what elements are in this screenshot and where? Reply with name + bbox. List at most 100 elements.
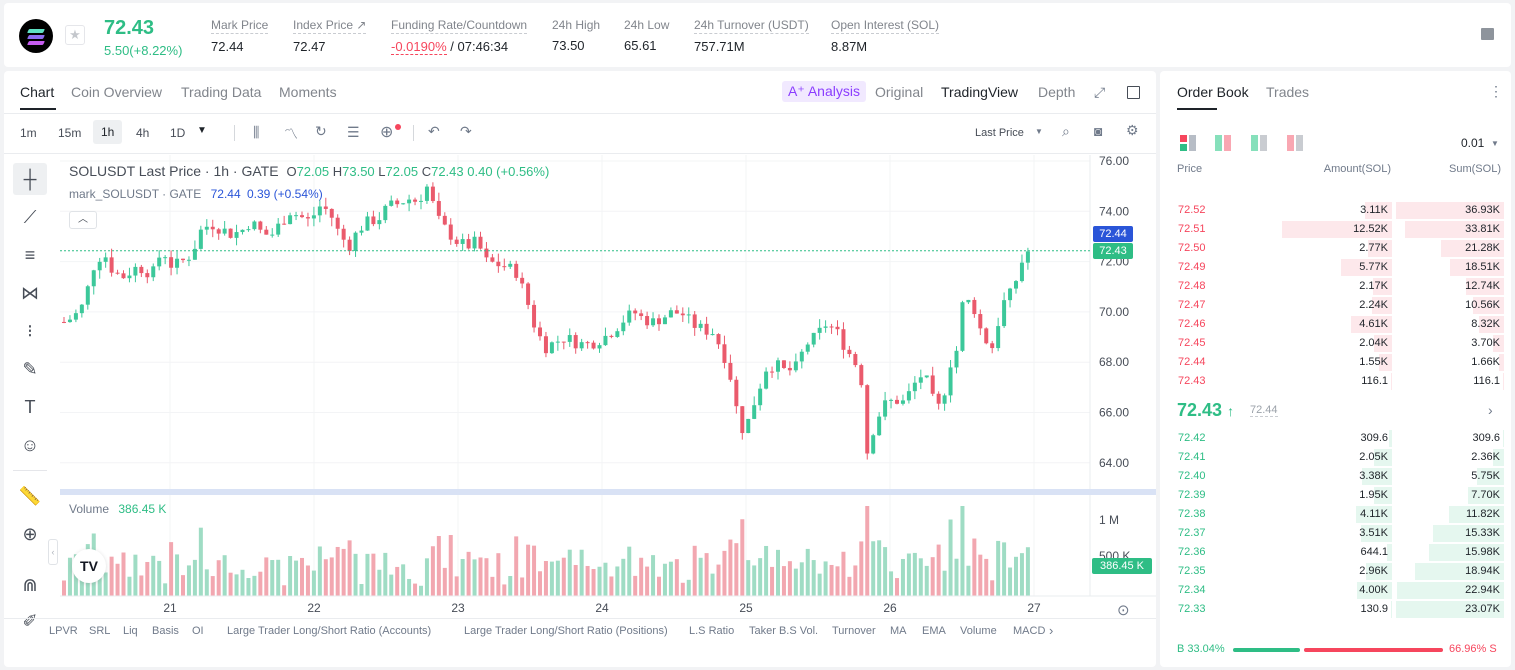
pane-separator[interactable] [60,489,1156,495]
refresh-icon[interactable]: ↻ [315,123,327,139]
bid-row[interactable]: 72.33 130.9 23.07K [1170,600,1504,619]
add-indicator-icon[interactable]: ⊕ [380,124,394,141]
collapse-legend-icon[interactable]: ︿ [69,211,97,229]
caret-down-icon[interactable]: ▼ [197,125,207,136]
brush-icon[interactable]: ✎ [22,359,38,379]
candle-body [740,406,745,434]
ask-row[interactable]: 72.47 2.24K 10.56K [1170,296,1504,315]
chevron-right-icon[interactable]: › [1488,402,1493,418]
indicator-tab[interactable]: Large Trader Long/Short Ratio (Accounts) [227,625,432,637]
tab-coin-overview[interactable]: Coin Overview [71,84,163,100]
indicator-tab[interactable]: SRL [89,625,111,637]
zoom-in-icon[interactable]: ⊕ [22,524,38,544]
redo-icon[interactable]: ↷ [460,123,472,139]
volume-bar [722,550,727,596]
caret-down-icon[interactable]: ▼ [1035,127,1043,136]
pattern-icon[interactable]: ⋈ [21,283,39,303]
caret-down-icon[interactable]: ▼ [1491,139,1499,148]
indicator-tab[interactable]: Liq [123,625,138,637]
chart-settings-icon[interactable]: ⊙ [1117,602,1130,619]
ask-row[interactable]: 72.50 2.77K 21.28K [1170,239,1504,258]
tab-trading-data[interactable]: Trading Data [181,84,262,100]
trend-line-icon[interactable]: ⟋ [23,207,37,227]
emoji-icon[interactable]: ☺ [20,435,40,455]
indicator-tab[interactable]: L.S Ratio [689,625,735,637]
timeframe-1m[interactable]: 1m [20,126,37,140]
indicator-tab[interactable]: Taker B.S Vol. [749,625,819,637]
settings-list-icon[interactable]: ☰ [347,124,360,140]
indicator-tab[interactable]: Volume [960,625,997,637]
search-icon[interactable]: ⌕ [1062,123,1070,139]
stat-label[interactable]: Index Price ↗ [293,18,367,34]
pencil-lock-icon[interactable]: ✐ [22,611,38,631]
timeframe-1d[interactable]: 1D [170,126,186,140]
ask-row[interactable]: 72.48 2.17K 12.74K [1170,277,1504,296]
ask-row[interactable]: 72.49 5.77K 18.51K [1170,258,1504,277]
bid-row[interactable]: 72.36 644.1 15.98K [1170,543,1504,562]
bid-row[interactable]: 72.37 3.51K 15.33K [1170,524,1504,543]
ask-row[interactable]: 72.51 12.52K 33.81K [1170,220,1504,239]
volume-bar [823,561,828,596]
indicator-tab[interactable]: Large Trader Long/Short Ratio (Positions… [464,625,668,637]
tab-order-book[interactable]: Order Book [1177,84,1249,100]
horizontal-lines-icon[interactable]: ≡ [24,245,36,265]
view-both-icon[interactable] [1180,135,1196,151]
row-amount: 2.77K [1359,242,1388,254]
indicator-tab[interactable]: EMA [922,625,946,637]
view-bids-icon[interactable] [1251,135,1267,151]
magnet-icon[interactable]: ⋒ [22,575,38,595]
favorite-star-icon[interactable]: ★ [65,25,85,45]
indicator-tab[interactable]: MA [890,625,907,637]
price-type-select[interactable]: Last Price [975,127,1024,139]
indicator-tab[interactable]: OI [192,625,204,637]
indicator-tab[interactable]: LPVR [49,625,78,637]
view-asks-icon[interactable] [1287,135,1303,151]
crosshair-icon[interactable]: ┼ [13,163,47,195]
ask-row[interactable]: 72.44 1.55K 1.66K [1170,353,1504,372]
book-icon[interactable] [1481,28,1494,40]
ruler-icon[interactable]: 📏 [18,486,42,506]
expand-icon[interactable]: ⤢ [1094,84,1106,100]
ask-row[interactable]: 72.46 4.61K 8.32K [1170,315,1504,334]
sum-depth-bar [1441,240,1504,257]
bid-row[interactable]: 72.40 3.38K 5.75K [1170,467,1504,486]
candles-icon[interactable]: ⫼ [253,124,260,140]
fib-icon[interactable]: ⁝ [27,321,33,341]
tab-depth[interactable]: Depth [1038,84,1076,100]
bid-row[interactable]: 72.38 4.11K 11.82K [1170,505,1504,524]
precision-select[interactable]: 0.01 [1461,136,1485,150]
bid-row[interactable]: 72.35 2.96K 18.94K [1170,562,1504,581]
chevron-right-icon[interactable]: › [1049,623,1054,638]
timeframe-1h[interactable]: 1h [93,120,123,144]
collapse-toolbar-icon[interactable]: ‹ [48,539,58,565]
bid-row[interactable]: 72.39 1.95K 7.70K [1170,486,1504,505]
indicator-tab[interactable]: Turnover [832,625,876,637]
ask-row[interactable]: 72.52 3.11K 36.93K [1170,201,1504,220]
stat-index-price[interactable]: Index Price ↗ 72.47 [293,18,367,54]
timeframe-4h[interactable]: 4h [136,126,150,140]
indicator-tab[interactable]: MACD [1013,625,1046,637]
more-vert-icon[interactable]: ⋮ [1489,83,1503,99]
ask-row[interactable]: 72.43 116.1 116.1 [1170,372,1504,391]
tab-ai-analysis[interactable]: A⁺ Analysis [782,81,866,102]
camera-icon[interactable]: ◙ [1094,123,1103,139]
bid-row[interactable]: 72.41 2.05K 2.36K [1170,448,1504,467]
indicator-tab[interactable]: Basis [152,625,179,637]
tab-original[interactable]: Original [875,84,924,100]
tradingview-logo-icon[interactable]: TV [72,549,106,583]
window-icon[interactable] [1127,86,1140,99]
text-icon[interactable]: T [24,397,36,417]
tab-chart[interactable]: Chart [20,84,55,100]
undo-icon[interactable]: ↶ [428,123,440,139]
timeframe-15m[interactable]: 15m [58,126,82,140]
mid-price[interactable]: 72.43 ↑ [1177,400,1234,421]
tab-moments[interactable]: Moments [279,84,337,100]
bid-row[interactable]: 72.34 4.00K 22.94K [1170,581,1504,600]
indicator-chart-icon[interactable]: 〽 [284,126,298,142]
tab-trades[interactable]: Trades [1266,84,1310,100]
bid-row[interactable]: 72.42 309.6 309.6 [1170,429,1504,448]
tab-tradingview[interactable]: TradingView [941,84,1019,100]
view-split-icon[interactable] [1215,135,1231,151]
gear-icon[interactable]: ⚙ [1126,122,1139,138]
ask-row[interactable]: 72.45 2.04K 3.70K [1170,334,1504,353]
